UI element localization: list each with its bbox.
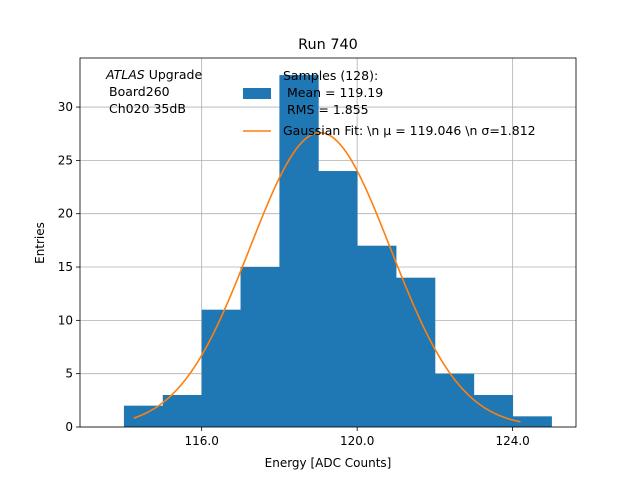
histogram-bar: [318, 171, 358, 427]
histogram-bar: [201, 309, 241, 427]
histogram-bar: [473, 395, 514, 427]
gaussian-fit-curve: [133, 131, 521, 423]
histogram-bars: [123, 75, 552, 427]
x-tick-label: 120.0: [340, 434, 374, 448]
y-axis-ticks: 0 5 10 15 20 25 30: [58, 100, 80, 434]
legend: Samples (128): Mean = 119.19 RMS = 1.855…: [243, 68, 536, 138]
histogram-bar: [396, 277, 436, 427]
plot-frame: [79, 57, 577, 428]
chart-title: Run 740: [298, 37, 358, 53]
legend-fit-label: Gaussian Fit: \n μ = 119.046 \n σ=1.812: [283, 123, 536, 138]
y-tick-label: 0: [65, 420, 73, 434]
legend-samples-patch: [243, 88, 271, 99]
y-tick-label: 10: [58, 313, 73, 327]
legend-samples-line2: Mean = 119.19: [287, 85, 383, 100]
y-tick-label: 30: [58, 100, 73, 114]
y-axis-label: Entries: [33, 222, 47, 264]
histogram-bar: [512, 416, 552, 427]
gaussian-fit-group: [133, 131, 521, 423]
atlas-annotation-line1: ATLAS Upgrade: [105, 67, 202, 82]
atlas-annotation: ATLAS Upgrade Board260 Ch020 35dB: [105, 67, 202, 116]
atlas-annotation-channel: Ch020 35dB: [109, 101, 186, 116]
atlas-annotation-board: Board260: [109, 84, 170, 99]
atlas-upgrade-label: Upgrade: [145, 67, 203, 82]
histogram-bar: [162, 395, 203, 427]
histogram-bar: [240, 267, 280, 427]
x-tick-label: 116.0: [184, 434, 218, 448]
y-tick-label: 25: [58, 153, 73, 167]
y-tick-label: 20: [58, 207, 73, 221]
histogram-bar: [123, 405, 164, 427]
x-axis-ticks: 116.0 120.0 124.0: [184, 427, 530, 448]
histogram-bar: [434, 373, 475, 427]
x-tick-label: 124.0: [495, 434, 529, 448]
histogram-bar: [357, 245, 397, 427]
legend-samples-line3: RMS = 1.855: [287, 102, 369, 117]
atlas-italic-label: ATLAS: [105, 67, 145, 82]
legend-samples-line1: Samples (128):: [283, 68, 378, 83]
x-axis-label: Energy [ADC Counts]: [265, 456, 392, 470]
y-tick-label: 5: [65, 367, 73, 381]
y-tick-label: 15: [58, 260, 73, 274]
